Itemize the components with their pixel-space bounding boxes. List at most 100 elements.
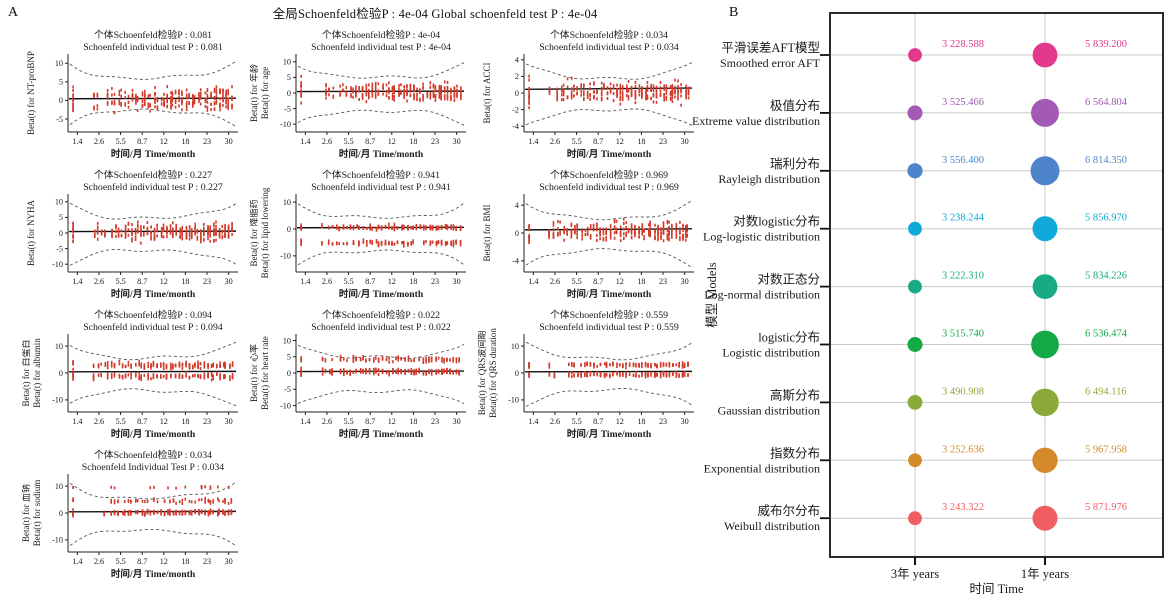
ci-lower-dashed [70,250,236,266]
residual-point [144,513,146,516]
aic-bubble [1033,216,1058,241]
model-label-cn: 对数logistic分布 [733,214,820,229]
residual-point [167,509,169,512]
residual-point [444,90,446,93]
y-tick-label: -5 [56,115,63,124]
residual-point [589,94,591,97]
residual-point [378,368,380,371]
residual-point [181,237,183,240]
residual-point [200,95,202,98]
residual-point [606,365,608,368]
residual-point [580,86,582,89]
residual-point [406,85,408,88]
residual-point [338,242,340,245]
residual-point [576,233,578,236]
aic-value-label: 5 871.976 [1085,502,1127,513]
residual-point [343,358,345,361]
residual-point [72,103,74,106]
residual-point [605,239,607,242]
residual-point [204,363,206,366]
residual-point [410,226,412,229]
residual-point [97,238,99,241]
x-tick-label: 12 [388,417,396,426]
residual-point [219,377,221,380]
residual-point [445,243,447,246]
residual-point [228,486,230,489]
residual-point [571,234,573,237]
residual-point [413,372,415,375]
residual-point [372,91,374,94]
residual-point [163,227,165,230]
x-tick-label: 2.6 [550,137,560,146]
residual-point [119,102,121,105]
residual-point [111,101,113,104]
residual-point [182,513,184,516]
ci-lower-dashed [70,109,236,127]
x-tick-label: 8.7 [137,417,147,426]
residual-point [362,86,364,89]
residual-point [161,227,163,230]
residual-point [425,359,427,362]
residual-point [72,109,74,112]
residual-point [213,240,215,243]
residual-point [114,102,116,105]
residual-point [72,89,74,92]
residual-point [169,512,171,515]
x-tick-label: 2.6 [94,417,104,426]
x-tick-label: 1.4 [72,417,82,426]
residual-point [137,499,139,502]
residual-point [194,501,196,504]
residual-point [395,356,397,359]
x-tick-label: 2.6 [94,557,104,566]
residual-point [444,80,446,83]
residual-point [350,225,352,228]
residual-point [150,367,152,370]
residual-point [191,500,193,503]
y-tick-label: -10 [280,252,291,261]
residual-point [403,245,405,248]
residual-point [439,85,441,88]
residual-point [207,234,209,237]
residual-point [607,86,609,89]
aic-value-label: 3 228.588 [942,39,984,50]
residual-point [413,88,415,91]
model-label-cn: 高斯分布 [770,387,820,402]
residual-point [228,225,230,228]
residual-point [175,487,177,490]
residual-point [416,224,418,227]
residual-point [93,95,95,98]
residual-point [576,229,578,232]
residual-point [194,226,196,229]
residual-point [430,226,432,229]
residual-point [549,92,551,95]
residual-point [593,90,595,93]
residual-point [179,500,181,503]
residual-point [185,371,187,374]
aic-value-label: 5 839.200 [1085,39,1127,50]
residual-point [124,96,126,99]
residual-point [111,373,113,376]
y-tick-label: 10 [283,336,291,345]
residual-point [114,111,116,114]
x-tick-label: 23 [203,277,211,286]
residual-point [210,96,212,99]
y-tick-label: 5 [287,353,291,362]
y-axis-label-en: Beta(t) for lipid lowering [260,187,270,278]
model-label-cn: 对数正态分 [757,272,820,287]
residual-point [300,92,302,95]
residual-point [576,227,578,230]
residual-point [443,361,445,364]
scatter-points [72,221,233,245]
residual-point [418,370,420,373]
residual-point [144,364,146,367]
residual-point [216,88,218,91]
residual-point [216,365,218,368]
residual-point [401,227,403,230]
residual-point [418,357,420,360]
residual-point [607,91,609,94]
residual-point [142,105,144,108]
residual-point [590,224,592,227]
residual-point [368,96,370,99]
residual-point [412,242,414,245]
